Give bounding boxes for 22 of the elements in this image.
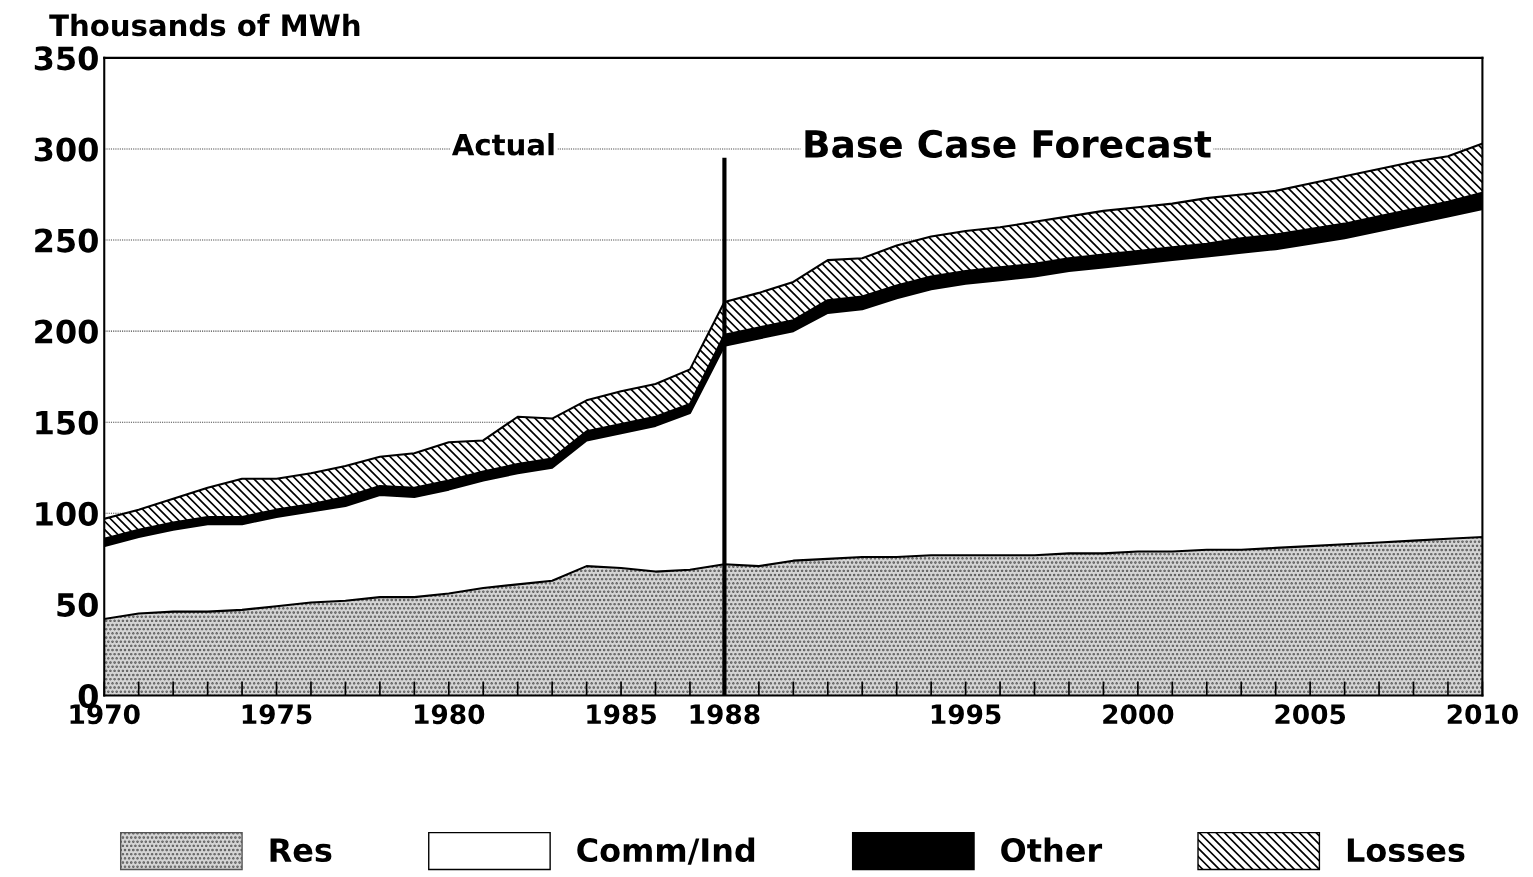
y-tick-label: 100 — [36, 501, 98, 526]
y-tick-label: 50 — [57, 592, 98, 617]
y-tick-label: 250 — [35, 228, 98, 253]
x-tick-label: 1985 — [587, 704, 656, 725]
x-tick-label: 2005 — [1275, 704, 1346, 725]
y-tick-label: 300 — [34, 137, 98, 162]
y-tick-label: 350 — [34, 46, 98, 71]
annotation: Actual — [451, 133, 554, 156]
annotation: Base Case Forecast — [805, 129, 1212, 159]
legend-label: Other — [1001, 837, 1103, 863]
legend-label: Comm/Ind — [577, 837, 755, 865]
x-tick-label: 1980 — [415, 704, 485, 725]
x-tick-label: 2000 — [1103, 704, 1174, 725]
legend-label: Losses — [1347, 838, 1465, 863]
y-axis-title: Thousands of MWh — [49, 13, 360, 37]
x-tick-label: 2010 — [1447, 704, 1518, 725]
legend-label: Res — [270, 838, 332, 863]
y-tick-label: 200 — [35, 319, 98, 344]
y-tick-label: 150 — [36, 410, 98, 435]
x-tick-label: 1995 — [931, 704, 1001, 725]
x-tick-label: 1988 — [690, 704, 760, 725]
x-tick-label: 1975 — [242, 704, 312, 725]
